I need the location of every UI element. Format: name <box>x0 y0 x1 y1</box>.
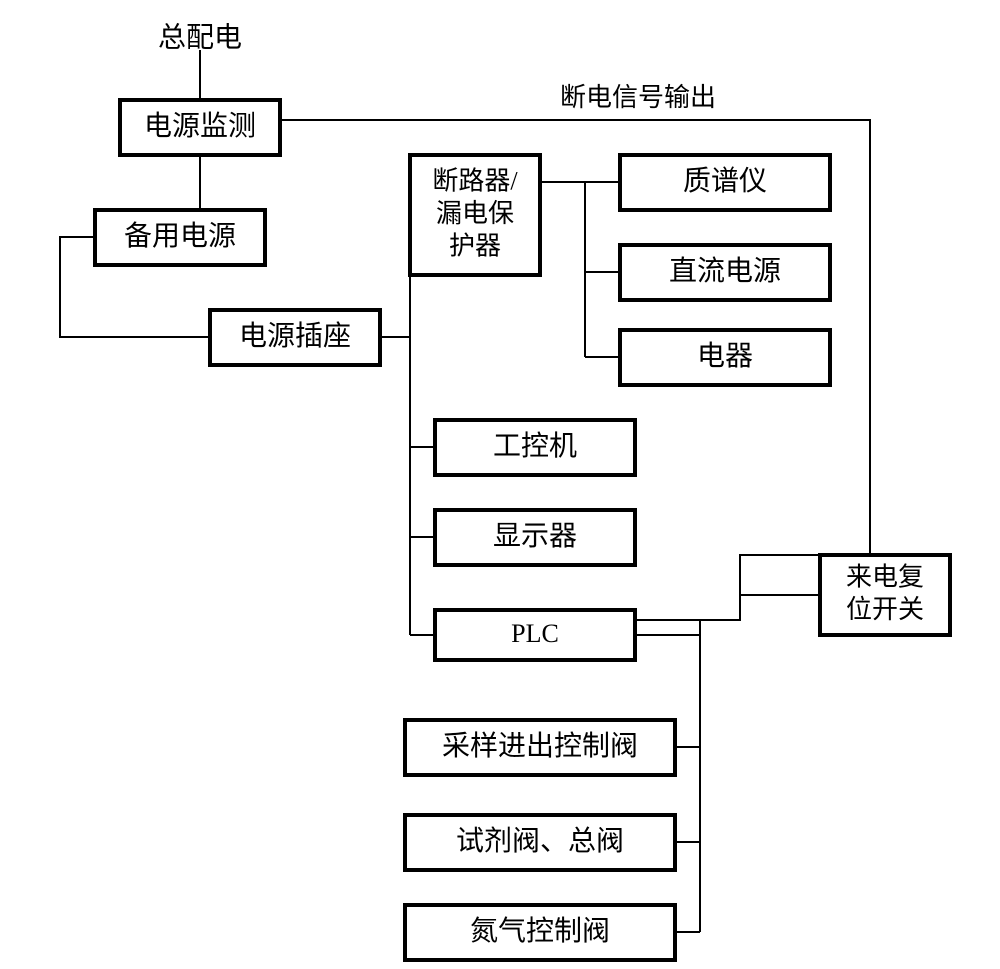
n-sample: 采样进出控制阀 <box>405 720 675 775</box>
n-breaker-label: 漏电保 <box>436 199 514 228</box>
n-reset: 来电复位开关 <box>820 555 950 635</box>
n-backup: 备用电源 <box>95 210 265 265</box>
n-backup-label: 备用电源 <box>124 220 236 252</box>
n-breaker: 断路器/漏电保护器 <box>410 155 540 275</box>
n-ipc-label: 工控机 <box>493 430 577 462</box>
n-n2: 氮气控制阀 <box>405 905 675 960</box>
n-n2-label: 氮气控制阀 <box>470 915 610 947</box>
n-ms: 质谱仪 <box>620 155 830 210</box>
n-breaker-label: 护器 <box>449 231 501 260</box>
n-plc: PLC <box>435 610 635 660</box>
n-reagent: 试剂阀、总阀 <box>405 815 675 870</box>
n-monitor-label: 电源监测 <box>144 110 256 142</box>
n-reset-label: 来电复 <box>846 563 924 592</box>
n-display: 显示器 <box>435 510 635 565</box>
n-sample-label: 采样进出控制阀 <box>442 730 638 762</box>
n-reagent-label: 试剂阀、总阀 <box>456 825 624 857</box>
n-ms-label: 质谱仪 <box>683 165 767 197</box>
n-ipc: 工控机 <box>435 420 635 475</box>
n-breaker-label: 断路器/ <box>432 166 518 195</box>
lbl-main-power: 总配电 <box>158 21 242 53</box>
n-dc: 直流电源 <box>620 245 830 300</box>
n-reset-label: 位开关 <box>846 595 924 624</box>
n-dc-label: 直流电源 <box>669 255 781 287</box>
n-display-label: 显示器 <box>493 521 577 552</box>
lbl-signal-out: 断电信号输出 <box>560 83 716 112</box>
n-socket: 电源插座 <box>210 310 380 365</box>
n-socket-label: 电源插座 <box>239 320 351 352</box>
n-elec-label: 电器 <box>697 340 753 372</box>
n-plc-label: PLC <box>511 619 559 648</box>
n-monitor: 电源监测 <box>120 100 280 155</box>
n-elec: 电器 <box>620 330 830 385</box>
